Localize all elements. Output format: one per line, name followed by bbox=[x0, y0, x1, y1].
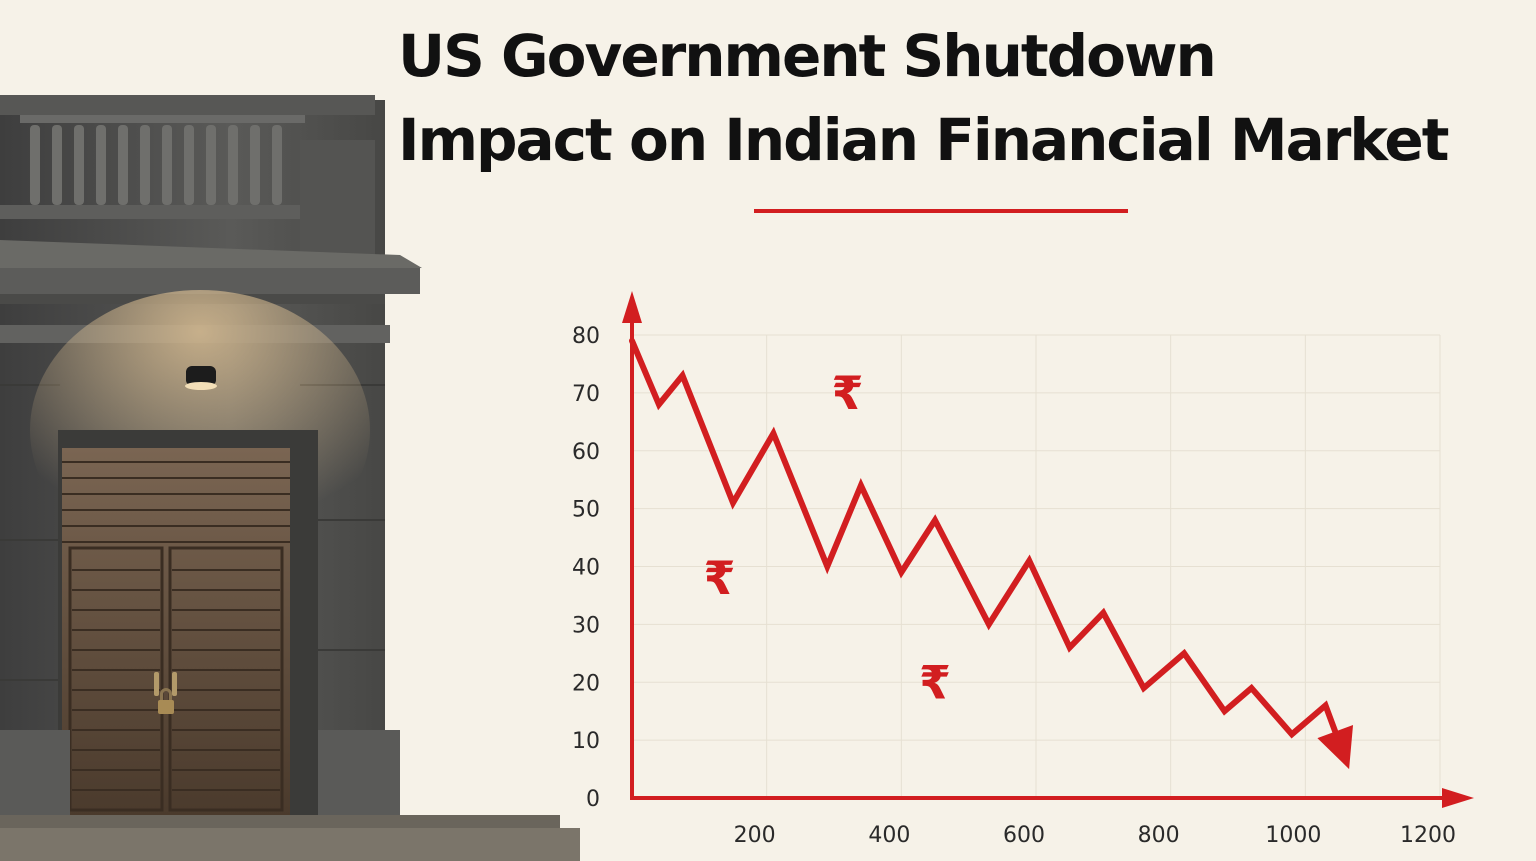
y-tick-label: 20 bbox=[572, 671, 600, 696]
x-axis-arrow-icon bbox=[1442, 788, 1474, 808]
rupee-symbol-icon: ₹ bbox=[919, 655, 951, 709]
x-tick-label: 400 bbox=[868, 823, 910, 848]
y-tick-label: 70 bbox=[572, 382, 600, 407]
title-line-2: Impact on Indian Financial Market bbox=[398, 106, 1449, 174]
y-axis-ticks: 0 10 20 30 40 50 60 70 80 bbox=[572, 324, 600, 812]
title-line-1: US Government Shutdown bbox=[398, 22, 1217, 90]
series-line bbox=[629, 337, 1345, 752]
y-tick-label: 60 bbox=[572, 440, 600, 465]
x-tick-label: 200 bbox=[734, 823, 776, 848]
x-tick-label: 1200 bbox=[1400, 823, 1456, 848]
axes bbox=[622, 291, 1474, 808]
y-axis-arrow-icon bbox=[622, 291, 642, 323]
y-tick-label: 40 bbox=[572, 556, 600, 581]
series bbox=[629, 337, 1354, 770]
y-tick-label: 80 bbox=[572, 324, 600, 349]
government-building-illustration bbox=[0, 95, 580, 861]
series-arrow-icon bbox=[1317, 724, 1354, 770]
y-tick-label: 0 bbox=[586, 787, 600, 812]
x-tick-label: 800 bbox=[1138, 823, 1180, 848]
grid bbox=[632, 334, 1441, 798]
rupee-symbol-icon: ₹ bbox=[831, 366, 863, 420]
rupee-symbol-icon: ₹ bbox=[704, 551, 736, 605]
padlock-icon bbox=[158, 688, 174, 714]
y-tick-label: 10 bbox=[572, 729, 600, 754]
x-axis-ticks: 200 400 600 800 1000 1200 bbox=[734, 823, 1456, 848]
title-underline bbox=[754, 209, 1128, 213]
y-tick-label: 30 bbox=[572, 613, 600, 638]
x-tick-label: 1000 bbox=[1265, 823, 1321, 848]
y-tick-label: 50 bbox=[572, 498, 600, 523]
page-title: US Government Shutdown Impact on Indian … bbox=[398, 14, 1449, 182]
line-chart: 0 10 20 30 40 50 60 70 80 200 400 600 800 1000 1200 ₹… bbox=[572, 291, 1474, 848]
rupee-symbols: ₹ ₹ ₹ bbox=[704, 366, 951, 709]
x-tick-label: 600 bbox=[1003, 823, 1045, 848]
